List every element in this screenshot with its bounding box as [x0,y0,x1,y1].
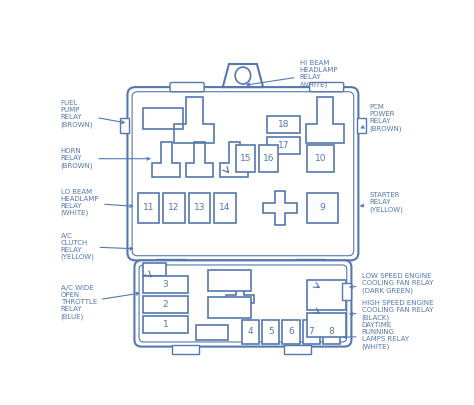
Bar [267,137,300,154]
Bar [357,118,366,133]
Text: 13: 13 [194,203,205,213]
Bar [307,313,346,337]
Bar [296,259,325,268]
Text: 12: 12 [168,203,180,213]
Bar [242,320,259,343]
Text: HI BEAM
HEADLAMP
RELAY
(WHITE): HI BEAM HEADLAMP RELAY (WHITE) [247,60,338,87]
Text: 9: 9 [320,203,326,213]
Bar [143,296,188,313]
Text: 11: 11 [143,203,154,213]
Bar [236,145,255,172]
FancyBboxPatch shape [135,260,351,347]
Bar [143,316,188,333]
Bar [283,320,300,343]
Bar [143,263,166,276]
Text: HORN
RELAY
(BROWN): HORN RELAY (BROWN) [61,149,150,169]
Bar [307,280,346,310]
Text: STARTER
RELAY
(YELLOW): STARTER RELAY (YELLOW) [361,192,403,213]
Bar [143,108,183,130]
Text: A/C
CLUTCH
RELAY
(YELLOW): A/C CLUTCH RELAY (YELLOW) [61,233,133,260]
Bar [307,145,334,172]
FancyBboxPatch shape [128,87,358,260]
Bar [120,118,129,133]
Bar [259,145,278,172]
FancyBboxPatch shape [310,83,344,92]
Bar [189,193,210,224]
Bar [137,193,159,224]
Bar [284,345,311,354]
Bar [262,320,279,343]
Text: 16: 16 [263,154,274,163]
Text: HIGH SPEED ENGINE
COOLING FAN RELAY
(BLACK): HIGH SPEED ENGINE COOLING FAN RELAY (BLA… [350,300,433,321]
Text: 15: 15 [239,154,251,163]
Bar [143,276,188,293]
Text: 8: 8 [328,328,334,337]
Text: 3: 3 [163,280,168,289]
FancyBboxPatch shape [132,92,354,256]
Text: FUEL
PUMP
RELAY
(BROWN): FUEL PUMP RELAY (BROWN) [61,100,124,128]
Text: 1: 1 [163,320,168,329]
Bar [214,193,236,224]
Text: LO BEAM
HEADLAMP
RELAY
(WHITE): LO BEAM HEADLAMP RELAY (WHITE) [61,189,133,216]
Text: LOW SPEED ENGINE
COOLING FAN RELAY
(DARK GREEN): LOW SPEED ENGINE COOLING FAN RELAY (DARK… [350,273,433,294]
Text: 5: 5 [268,328,273,337]
Bar [323,320,340,343]
Text: 6: 6 [288,328,294,337]
FancyBboxPatch shape [170,83,204,92]
Bar [208,296,251,318]
Bar [302,320,319,343]
Bar [208,270,251,291]
Bar [156,259,186,268]
Text: 4: 4 [248,328,254,337]
Bar [196,325,228,341]
Text: DAYTIME
RUNNING
LAMPS RELAY
(WHITE): DAYTIME RUNNING LAMPS RELAY (WHITE) [344,322,409,350]
FancyBboxPatch shape [139,265,347,342]
Bar [307,193,338,224]
Text: 7: 7 [308,328,314,337]
Bar [267,116,300,133]
Bar [342,284,351,301]
Bar [163,193,185,224]
Bar [172,345,199,354]
Text: 14: 14 [219,203,231,213]
Text: 2: 2 [163,300,168,309]
Text: 17: 17 [277,141,289,150]
Text: 18: 18 [277,120,289,129]
Text: PCM
POWER
RELAY
(BROWN): PCM POWER RELAY (BROWN) [361,104,402,132]
Text: A/C WIDE
OPEN
THROTTLE
RELAY
(BLUE): A/C WIDE OPEN THROTTLE RELAY (BLUE) [61,286,139,320]
Text: 10: 10 [315,154,327,163]
